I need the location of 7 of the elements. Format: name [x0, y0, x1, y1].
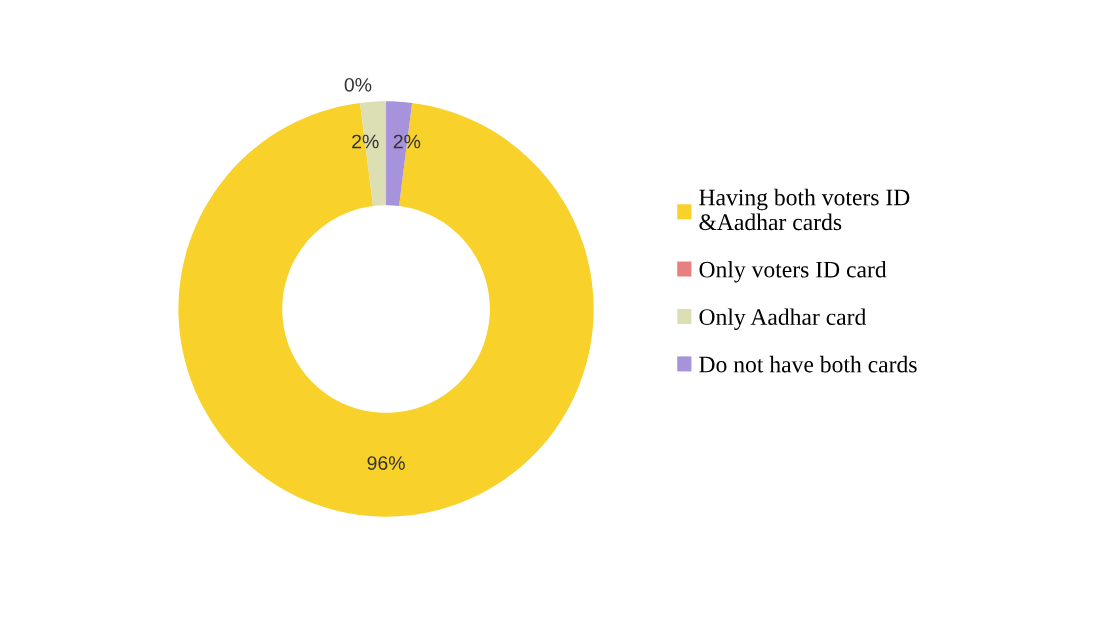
data-label: 96%: [367, 456, 405, 470]
legend-label: Do not have both cards: [699, 355, 917, 373]
legend-label: Having both voters ID &Aadhar cards: [699, 188, 910, 231]
legend-label: Only voters ID card: [699, 260, 887, 283]
donut-slice: [178, 102, 594, 517]
legend-label: Only Aadhar card: [699, 308, 867, 330]
text: 0%: [344, 77, 372, 92]
